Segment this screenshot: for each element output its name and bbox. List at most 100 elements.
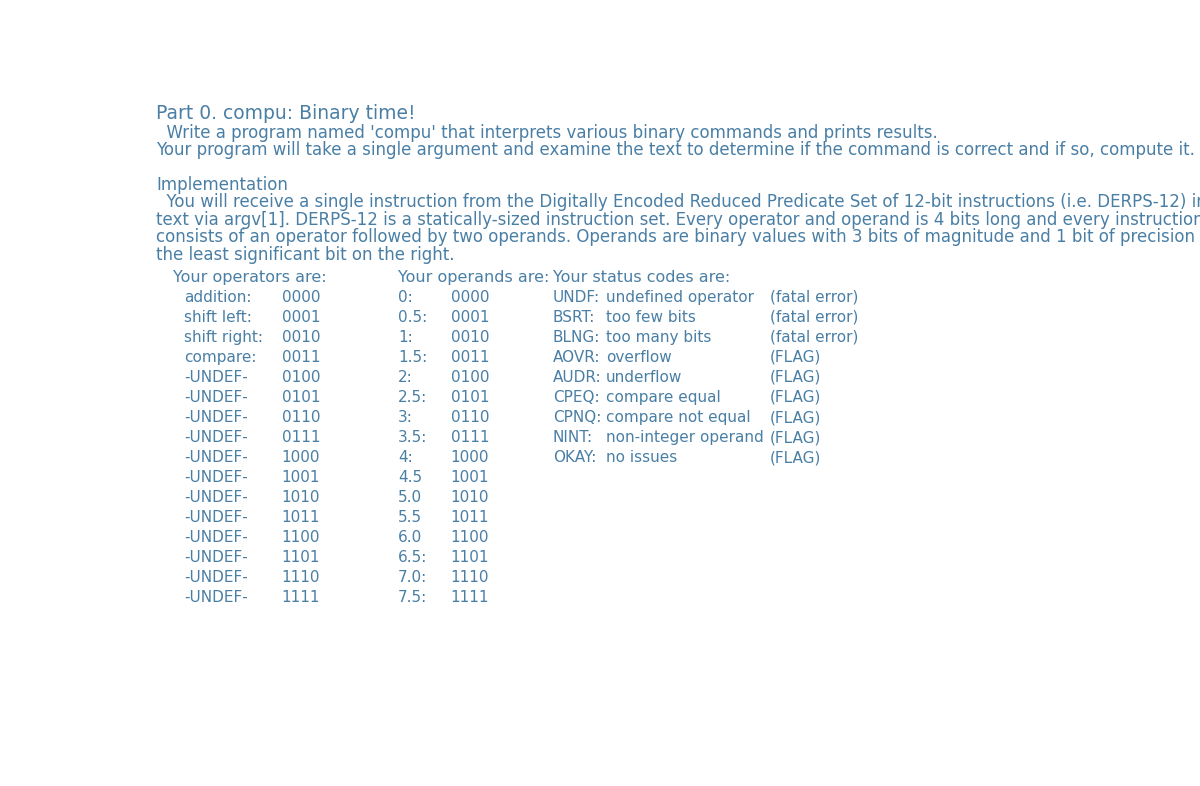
Text: 2:: 2: <box>398 370 413 385</box>
Text: text via argv[1]. DERPS-12 is a statically-sized instruction set. Every operator: text via argv[1]. DERPS-12 is a statical… <box>156 211 1200 229</box>
Text: 6.5:: 6.5: <box>398 550 427 565</box>
Text: 4:: 4: <box>398 450 413 465</box>
Text: CPNQ:: CPNQ: <box>553 410 601 425</box>
Text: 1111: 1111 <box>282 590 320 605</box>
Text: -UNDEF-: -UNDEF- <box>184 590 248 605</box>
Text: 0001: 0001 <box>451 310 490 325</box>
Text: 1110: 1110 <box>282 570 320 586</box>
Text: BSRT:: BSRT: <box>553 310 595 325</box>
Text: 0100: 0100 <box>451 370 490 385</box>
Text: NINT:: NINT: <box>553 430 593 445</box>
Text: 5.5: 5.5 <box>398 510 422 525</box>
Text: Your program will take a single argument and examine the text to determine if th: Your program will take a single argument… <box>156 141 1195 159</box>
Text: Implementation: Implementation <box>156 176 288 194</box>
Text: BLNG:: BLNG: <box>553 330 600 345</box>
Text: 0111: 0111 <box>282 430 320 445</box>
Text: 2.5:: 2.5: <box>398 390 427 405</box>
Text: Your operands are:: Your operands are: <box>398 270 550 285</box>
Text: shift right:: shift right: <box>184 330 263 345</box>
Text: 1010: 1010 <box>451 490 490 505</box>
Text: 1110: 1110 <box>451 570 490 586</box>
Text: Write a program named 'compu' that interprets various binary commands and prints: Write a program named 'compu' that inter… <box>156 123 938 141</box>
Text: too few bits: too few bits <box>606 310 696 325</box>
Text: 0110: 0110 <box>282 410 320 425</box>
Text: -UNDEF-: -UNDEF- <box>184 530 248 545</box>
Text: consists of an operator followed by two operands. Operands are binary values wit: consists of an operator followed by two … <box>156 228 1200 246</box>
Text: -UNDEF-: -UNDEF- <box>184 450 248 465</box>
Text: 7.0:: 7.0: <box>398 570 427 586</box>
Text: (FLAG): (FLAG) <box>770 350 821 365</box>
Text: compare:: compare: <box>184 350 257 365</box>
Text: -UNDEF-: -UNDEF- <box>184 510 248 525</box>
Text: 0:: 0: <box>398 290 413 305</box>
Text: 1111: 1111 <box>451 590 490 605</box>
Text: -UNDEF-: -UNDEF- <box>184 370 248 385</box>
Text: 0.5:: 0.5: <box>398 310 427 325</box>
Text: 1.5:: 1.5: <box>398 350 427 365</box>
Text: -UNDEF-: -UNDEF- <box>184 570 248 586</box>
Text: 4.5: 4.5 <box>398 470 422 485</box>
Text: Your operators are:: Your operators are: <box>173 270 326 285</box>
Text: -UNDEF-: -UNDEF- <box>184 470 248 485</box>
Text: You will receive a single instruction from the Digitally Encoded Reduced Predica: You will receive a single instruction fr… <box>156 193 1200 211</box>
Text: AOVR:: AOVR: <box>553 350 600 365</box>
Text: -UNDEF-: -UNDEF- <box>184 430 248 445</box>
Text: -UNDEF-: -UNDEF- <box>184 550 248 565</box>
Text: (FLAG): (FLAG) <box>770 430 821 445</box>
Text: -UNDEF-: -UNDEF- <box>184 410 248 425</box>
Text: addition:: addition: <box>184 290 252 305</box>
Text: (FLAG): (FLAG) <box>770 390 821 405</box>
Text: AUDR:: AUDR: <box>553 370 601 385</box>
Text: 1100: 1100 <box>282 530 320 545</box>
Text: 1001: 1001 <box>282 470 320 485</box>
Text: no issues: no issues <box>606 450 677 465</box>
Text: (FLAG): (FLAG) <box>770 370 821 385</box>
Text: 1000: 1000 <box>451 450 490 465</box>
Text: (fatal error): (fatal error) <box>770 330 858 345</box>
Text: overflow: overflow <box>606 350 672 365</box>
Text: 3:: 3: <box>398 410 413 425</box>
Text: compare equal: compare equal <box>606 390 720 405</box>
Text: 1000: 1000 <box>282 450 320 465</box>
Text: OKAY:: OKAY: <box>553 450 596 465</box>
Text: 0001: 0001 <box>282 310 320 325</box>
Text: 1010: 1010 <box>282 490 320 505</box>
Text: -UNDEF-: -UNDEF- <box>184 390 248 405</box>
Text: 0011: 0011 <box>451 350 490 365</box>
Text: 1101: 1101 <box>282 550 320 565</box>
Text: 0101: 0101 <box>282 390 320 405</box>
Text: (FLAG): (FLAG) <box>770 450 821 465</box>
Text: 0000: 0000 <box>451 290 490 305</box>
Text: 0010: 0010 <box>282 330 320 345</box>
Text: 0000: 0000 <box>282 290 320 305</box>
Text: UNDF:: UNDF: <box>553 290 600 305</box>
Text: -UNDEF-: -UNDEF- <box>184 490 248 505</box>
Text: 1011: 1011 <box>282 510 320 525</box>
Text: (fatal error): (fatal error) <box>770 310 858 325</box>
Text: Your status codes are:: Your status codes are: <box>553 270 731 285</box>
Text: non-integer operand: non-integer operand <box>606 430 763 445</box>
Text: CPEQ:: CPEQ: <box>553 390 600 405</box>
Text: (FLAG): (FLAG) <box>770 410 821 425</box>
Text: the least significant bit on the right.: the least significant bit on the right. <box>156 246 455 264</box>
Text: 5.0: 5.0 <box>398 490 422 505</box>
Text: 6.0: 6.0 <box>398 530 422 545</box>
Text: 0100: 0100 <box>282 370 320 385</box>
Text: 1001: 1001 <box>451 470 490 485</box>
Text: 1011: 1011 <box>451 510 490 525</box>
Text: 0101: 0101 <box>451 390 490 405</box>
Text: shift left:: shift left: <box>184 310 252 325</box>
Text: undefined operator: undefined operator <box>606 290 754 305</box>
Text: 0111: 0111 <box>451 430 490 445</box>
Text: 1:: 1: <box>398 330 413 345</box>
Text: 0010: 0010 <box>451 330 490 345</box>
Text: 1101: 1101 <box>451 550 490 565</box>
Text: 0011: 0011 <box>282 350 320 365</box>
Text: 3.5:: 3.5: <box>398 430 427 445</box>
Text: Part 0. compu: Binary time!: Part 0. compu: Binary time! <box>156 104 416 123</box>
Text: compare not equal: compare not equal <box>606 410 750 425</box>
Text: underflow: underflow <box>606 370 682 385</box>
Text: (fatal error): (fatal error) <box>770 290 858 305</box>
Text: 7.5:: 7.5: <box>398 590 427 605</box>
Text: 0110: 0110 <box>451 410 490 425</box>
